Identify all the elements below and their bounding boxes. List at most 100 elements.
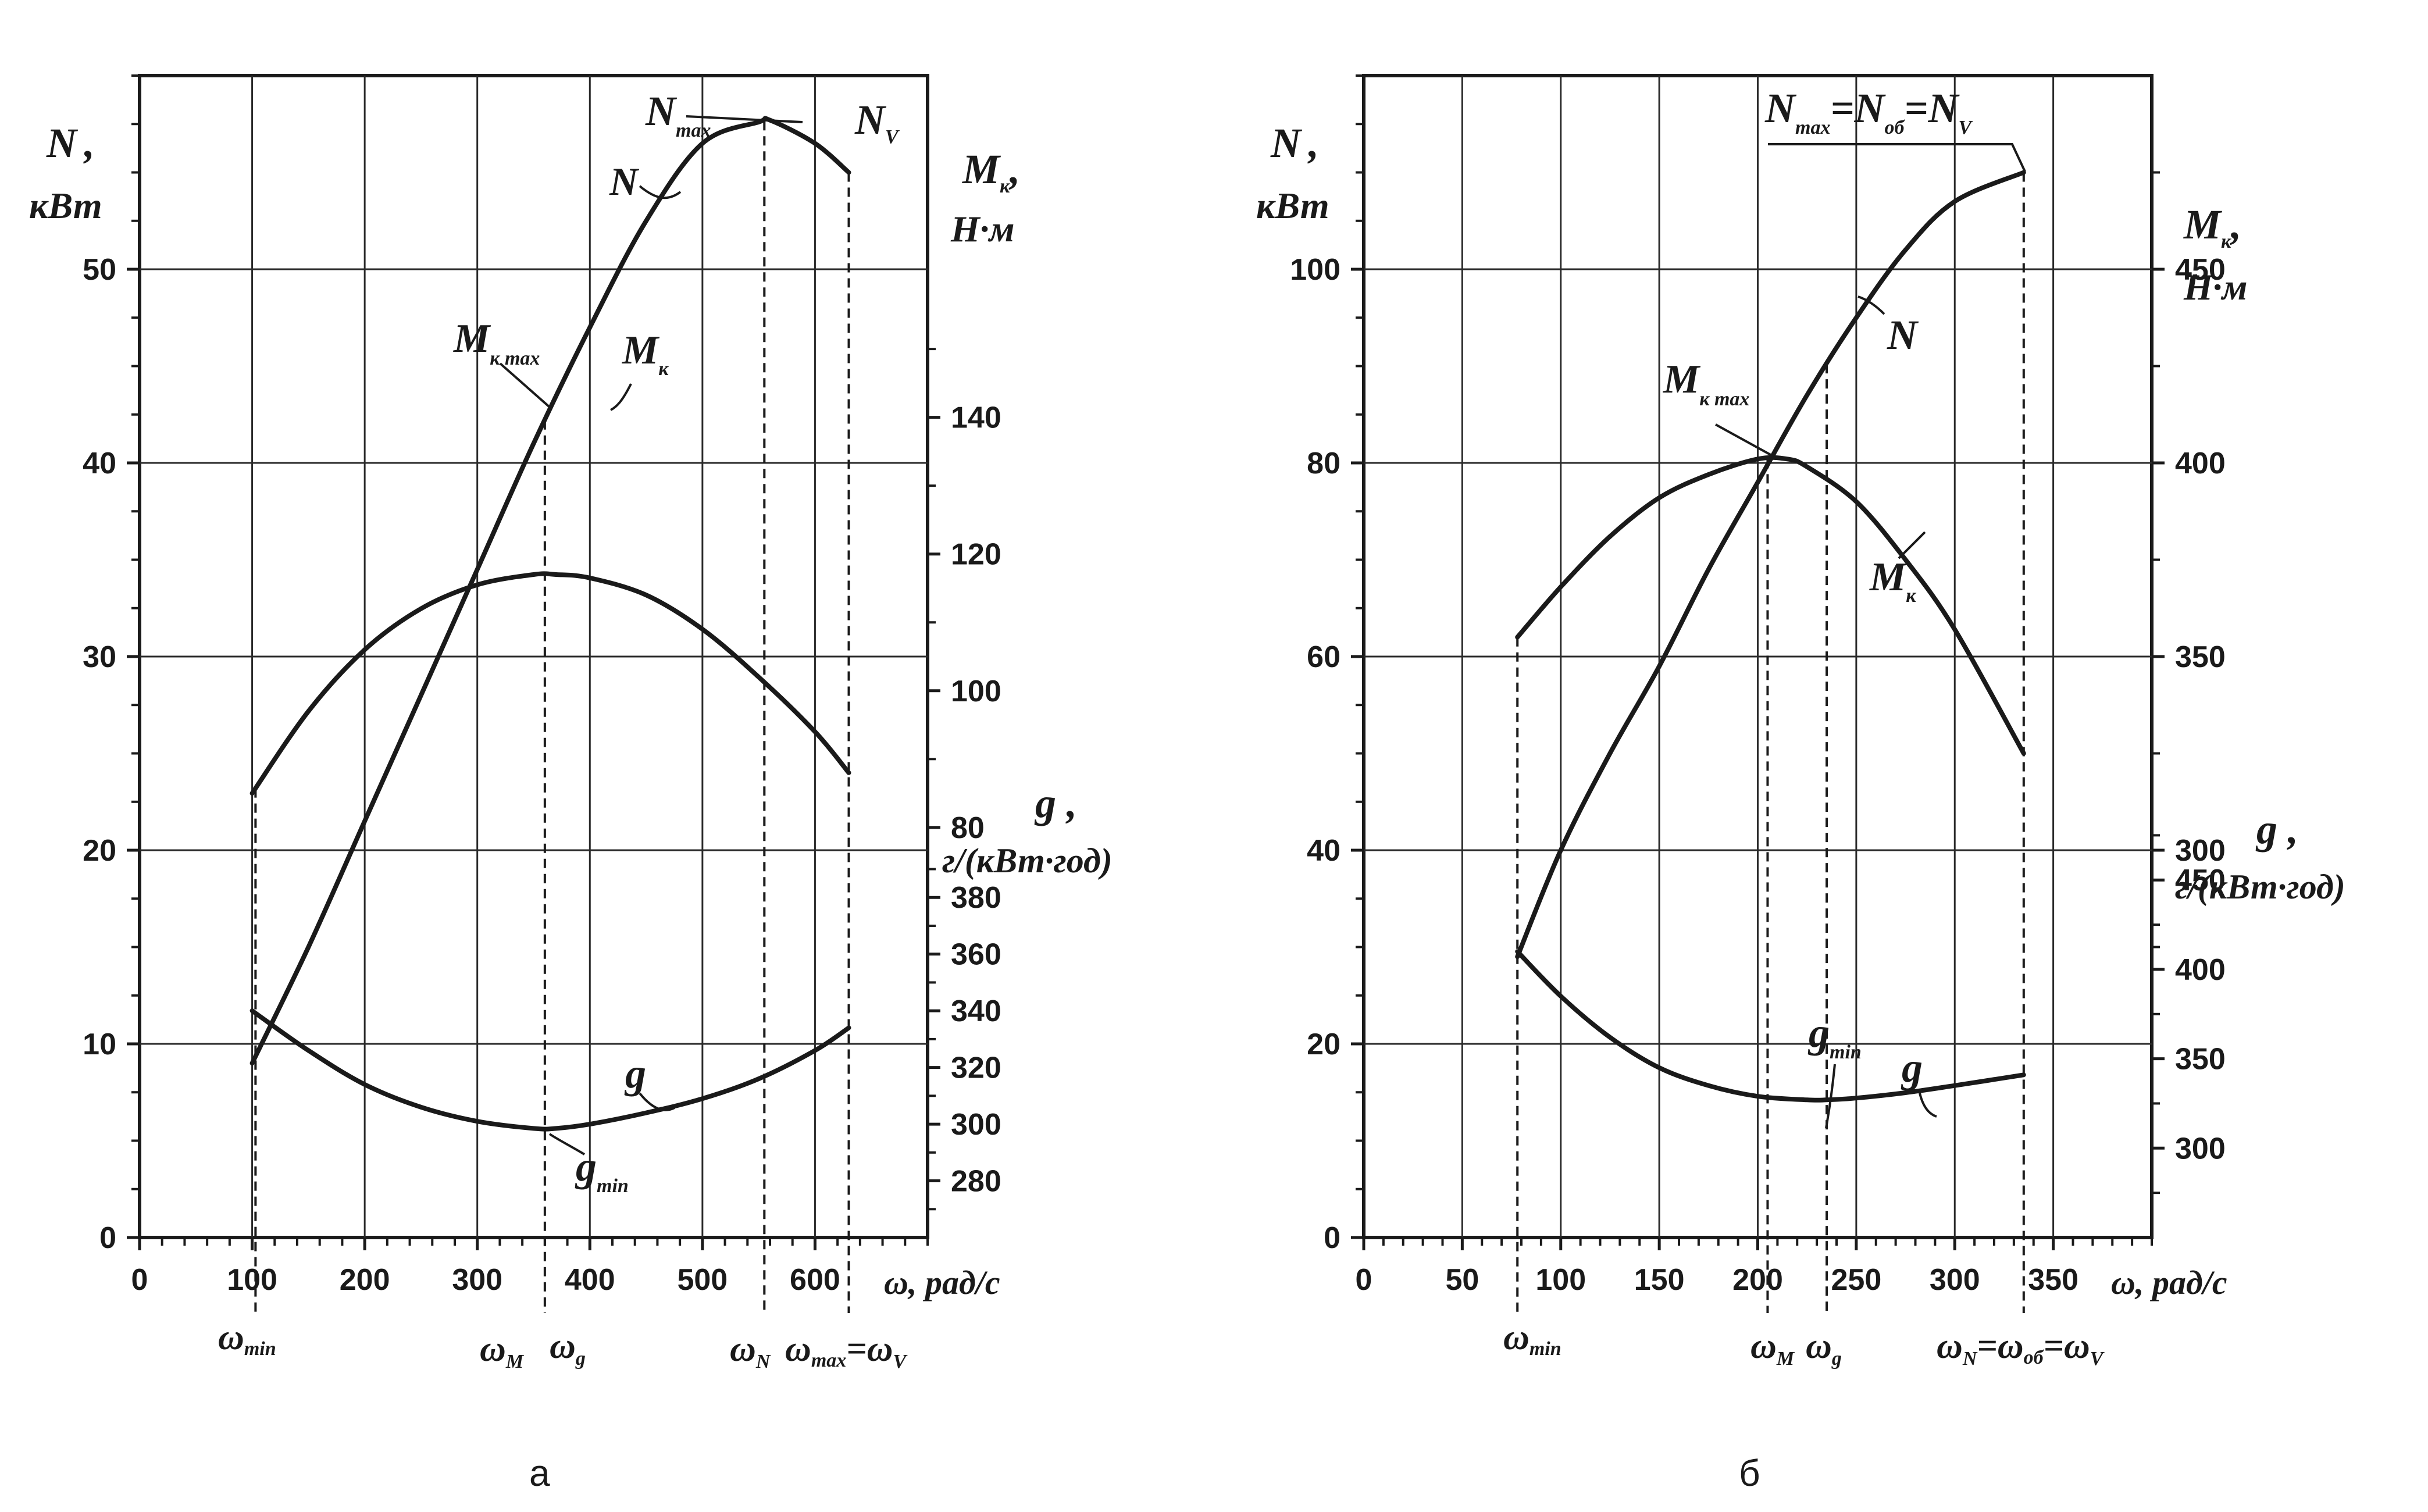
curve-n-b [1515,170,2026,960]
n-tick-label-a: 40 [83,447,116,480]
n-max-eq-label-b: Nmax=Nоб=NV [1764,85,1973,138]
g-tick-label-a: 340 [951,994,1001,1028]
curve-mk-label-b: Mк [1869,555,1916,607]
curve-mk-leader-a [610,383,632,411]
n-tick-label-a: 20 [83,834,116,868]
x-tick-label-b: 250 [1831,1263,1881,1297]
n-tick-label-a: 50 [83,253,116,287]
n-axis-unit-b: кВт [1256,185,1329,226]
curve-n-label-a: N [609,159,640,204]
omega-max-v-label-a: ωmax=ωV [785,1329,907,1372]
n-tick-label-a: 0 [99,1221,116,1255]
g-tick-label-a: 320 [951,1051,1001,1085]
x-axis-label-b: ω, рад/с [2111,1264,2227,1301]
n-axis-name-b: N [1270,120,1303,166]
n-axis-name-a: N [46,120,79,166]
mk-max-label-b: Mк max [1663,357,1749,410]
m-tick-label-a: 80 [951,811,985,845]
caption-b: б [1739,1452,1760,1494]
axis-ticks-b [1351,74,2165,1250]
x-tick-label-a: 200 [340,1263,390,1297]
omega-n-label-a: ωN [730,1329,771,1372]
curve-m-b [1515,455,2026,756]
n-max-label-a: Nmax [645,88,711,141]
grid-b [1364,76,2152,1238]
g-min-leader-b [1825,1064,1836,1129]
g-tick-label-b: 450 [2175,864,2226,897]
m-tick-label-b: 450 [2175,253,2226,287]
n-tick-label-b: 20 [1307,1028,1340,1061]
curve-n-leader-a [639,185,682,199]
m-tick-label-a: 140 [951,401,1001,435]
x-tick-label-a: 300 [452,1263,502,1297]
x-tick-label-b: 300 [1930,1263,1980,1297]
g-axis-name-a: g , [1034,780,1077,826]
mk-max-label-a: Mк max [453,316,540,369]
x-tick-label-b: 0 [1356,1263,1372,1297]
curve-m-a [249,571,851,796]
x-tick-label-b: 100 [1535,1263,1586,1297]
g-axis-name-b: g , [2255,806,2298,853]
m-tick-label-a: 100 [951,675,1001,708]
m-axis-unit-a: Н·м [950,208,1015,249]
panel-a: 0 100 200 300 400 500 600 0 10 20 30 40 50 80 100 120 14… [29,74,1113,1494]
panel-b: 0 50 100 150 200 250 300 350 0 20 40 60 80 100 300 350 4… [1256,74,2345,1494]
m-tick-label-b: 350 [2175,640,2226,674]
curve-g-leader-b [1918,1090,1937,1118]
m-tick-label-b: 400 [2175,447,2226,480]
omega-g-label-b: ωg [1806,1326,1842,1370]
curve-n-label-b: N [1887,312,1919,358]
n-tick-label-b: 80 [1307,447,1340,480]
mk-max-leader-a [499,362,551,408]
curve-n-a [249,116,851,1066]
omega-min-label-a: ωmin [218,1318,276,1360]
n-tick-label-b: 60 [1307,640,1340,674]
svg-text:,: , [83,120,95,166]
m-axis-name-b: Mк, [2183,201,2241,252]
g-min-label-b: gmin [1807,1010,1862,1063]
svg-text:,: , [1307,120,1319,166]
n-v-label-a: NV [854,97,900,148]
curve-mk-label-a: Mк [622,328,669,380]
curve-g-label-a: g [624,1050,646,1097]
omega-m-label-b: ωM [1750,1326,1795,1370]
n-tick-label-a: 10 [83,1028,116,1061]
omega-g-label-a: ωg [550,1326,586,1370]
tick-labels-a: 0 100 200 300 400 500 600 0 10 20 30 40 50 80 100 120 14… [83,253,1001,1297]
g-tick-label-a: 360 [951,938,1001,972]
omega-min-label-b: ωmin [1503,1318,1561,1360]
caption-a: а [529,1452,550,1494]
x-tick-label-b: 50 [1445,1263,1479,1297]
n-tick-label-b: 100 [1290,253,1340,287]
curve-g-label-b: g [1901,1044,1923,1091]
g-tick-label-b: 350 [2175,1043,2226,1076]
marker-lines-a [254,121,850,1313]
n-axis-unit-a: кВт [29,185,102,226]
omega-n-ob-v-label-b: ωN=ωоб=ωV [1937,1326,2105,1370]
n-max-eq-leader-b [1768,143,2026,172]
g-tick-label-a: 280 [951,1165,1001,1199]
g-min-label-a: gmin [575,1143,629,1197]
g-min-leader-a [548,1133,586,1156]
tick-labels-b: 0 50 100 150 200 250 300 350 0 20 40 60 80 100 300 350 4… [1290,253,2226,1297]
x-tick-label-a: 100 [227,1263,277,1297]
axis-ticks-a [127,74,940,1250]
x-tick-label-a: 500 [677,1263,728,1297]
x-axis-label-a: ω, рад/с [884,1264,1000,1301]
curves-b [1515,170,2026,1103]
curve-n-leader-b [1857,295,1885,315]
curve-mk-leader-b [1898,531,1926,559]
curve-g-leader-a [639,1092,675,1111]
m-axis-name-a: Mк, [962,146,1020,197]
x-tick-label-b: 150 [1634,1263,1685,1297]
n-max-leader-a [686,115,803,123]
x-tick-label-a: 400 [565,1263,615,1297]
x-tick-label-a: 0 [131,1263,148,1297]
n-tick-label-b: 0 [1324,1221,1340,1255]
curve-g-b [1515,949,2026,1103]
n-tick-label-b: 40 [1307,834,1340,868]
g-tick-label-b: 400 [2175,953,2226,987]
g-tick-label-a: 380 [951,881,1001,915]
g-tick-label-b: 300 [2175,1132,2226,1165]
